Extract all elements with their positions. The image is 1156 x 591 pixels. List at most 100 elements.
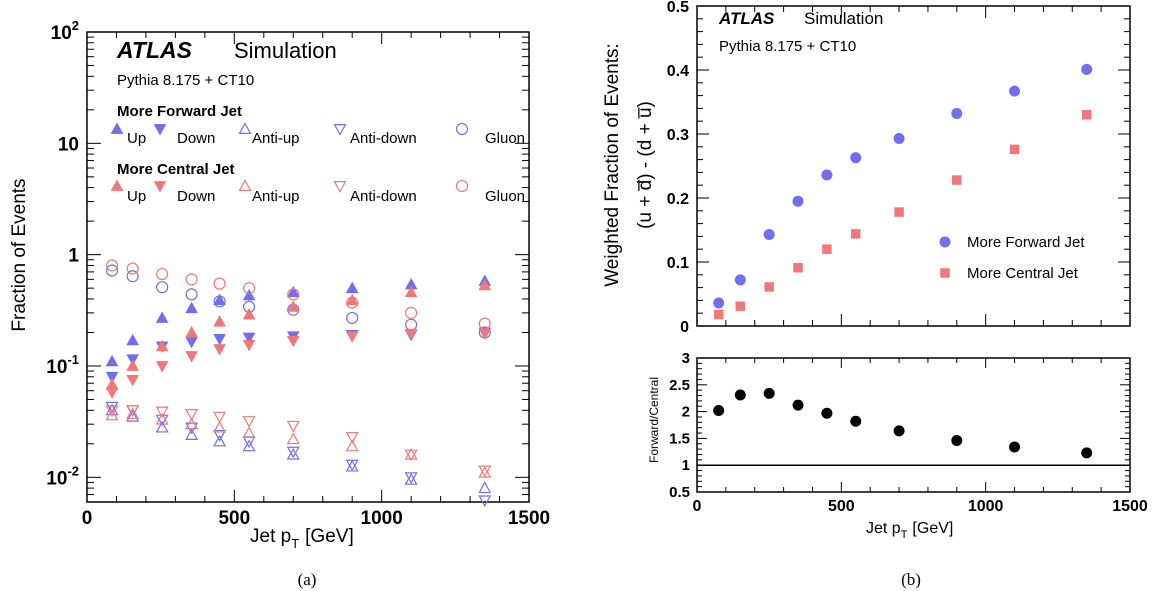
data-point [346, 296, 359, 309]
data-point [405, 318, 418, 331]
data-point [105, 371, 119, 384]
legend-label: Gluon [485, 130, 525, 147]
data-point [346, 311, 359, 325]
y-tick-label: 10 [58, 134, 79, 155]
data-point [764, 282, 774, 292]
data-point [185, 273, 198, 286]
data-point [713, 297, 725, 309]
data-point [105, 405, 119, 418]
legend-marker [455, 179, 469, 193]
data-point [126, 359, 140, 371]
data-point [213, 411, 227, 424]
y-tick-label: 1 [68, 246, 79, 267]
y-tick-label: 0 [680, 319, 689, 336]
panel-b-xlabel-unit: [GeV] [912, 520, 953, 537]
y-tick-label: 0.4 [667, 63, 689, 80]
panel-a-xlabel: Jet pT [GeV] [250, 526, 354, 551]
data-point [213, 295, 226, 308]
legend-label: Down [177, 188, 215, 205]
legend-marker [110, 179, 124, 191]
y-tick-label: 0.2 [667, 191, 689, 208]
data-point [1009, 85, 1021, 97]
data-point [185, 336, 198, 349]
y-tick-label: 0.3 [667, 127, 689, 144]
panel-b-ylabel-line2: (u + d̅) - (d + u̅) [635, 101, 656, 229]
legend-marker [153, 124, 167, 136]
y-tick-label: 10-2 [46, 463, 79, 489]
x-tick-label: 1500 [508, 508, 550, 529]
data-point [213, 434, 227, 447]
data-point [185, 301, 198, 314]
panel-a-xlabel-main: Jet p [250, 526, 291, 547]
data-point [345, 331, 359, 343]
data-point [287, 288, 300, 301]
data-point [126, 374, 140, 387]
panel-b-ratio-points [713, 387, 1093, 459]
data-point [155, 361, 169, 373]
data-point [951, 435, 963, 447]
data-point [155, 420, 169, 433]
data-point [404, 328, 418, 341]
x-tick-label: 1500 [1112, 498, 1148, 515]
data-point [793, 263, 803, 273]
x-tick-label: 0 [693, 498, 702, 515]
data-point [242, 439, 256, 452]
x-tick-label: 500 [828, 498, 855, 515]
data-point [952, 175, 962, 185]
panel-b-frame [696, 5, 1131, 327]
data-point [185, 417, 199, 430]
data-point [126, 333, 140, 346]
panel-b-ratio-frame [696, 357, 1131, 493]
data-point [792, 399, 804, 411]
y-tick-label: 0.5 [667, 0, 689, 16]
x-tick-label: 500 [218, 508, 250, 529]
panel-b-ratio-axes: 0.5 1 1.5 2 2.5 3 0 500 1000 1500 [669, 350, 1148, 515]
data-point [242, 426, 256, 439]
data-point [213, 315, 226, 327]
data-point [286, 285, 300, 298]
data-point [404, 473, 418, 485]
legend-marker [238, 122, 252, 134]
data-point [185, 351, 198, 363]
data-point [1009, 441, 1021, 453]
legend-label: Anti-up [252, 130, 300, 147]
panel-b-xlabel-sub: T [901, 529, 908, 541]
panel-a-caption: (a) [298, 570, 317, 589]
data-point [478, 328, 492, 341]
y-tick-label: 2 [682, 404, 690, 421]
legend-label: More Forward Jet [967, 234, 1085, 251]
x-tick-label: 1000 [968, 498, 1004, 515]
data-point [105, 354, 119, 367]
panel-a-frame [86, 31, 530, 503]
data-point [893, 132, 905, 144]
data-point [242, 339, 256, 352]
legend-label: Anti-up [252, 188, 300, 205]
legend-marker [939, 236, 951, 248]
data-point [1009, 144, 1020, 155]
data-point [286, 300, 300, 312]
data-point [242, 416, 256, 428]
data-point [213, 429, 227, 442]
data-point [185, 325, 198, 338]
data-point [894, 207, 904, 217]
legend-marker [153, 181, 167, 193]
data-point [213, 277, 226, 290]
data-point [850, 152, 862, 164]
data-point [1081, 447, 1093, 459]
legend-marker [333, 123, 347, 136]
data-point [821, 169, 833, 181]
data-point [792, 195, 804, 207]
data-point [851, 229, 861, 239]
y-tick-label: 3 [682, 350, 690, 367]
panel-b-generator: Pythia 8.175 + CT10 [719, 38, 856, 55]
data-point [155, 406, 169, 419]
panel-b-ratio-ylabel: Forward/Central [647, 377, 661, 463]
legend-central-title: More Central Jet [117, 161, 235, 178]
data-point [345, 293, 359, 306]
data-point [185, 428, 199, 440]
legend-marker [940, 268, 950, 278]
data-point [105, 408, 119, 421]
data-point [478, 465, 492, 478]
legend-label: Anti-down [350, 130, 417, 147]
